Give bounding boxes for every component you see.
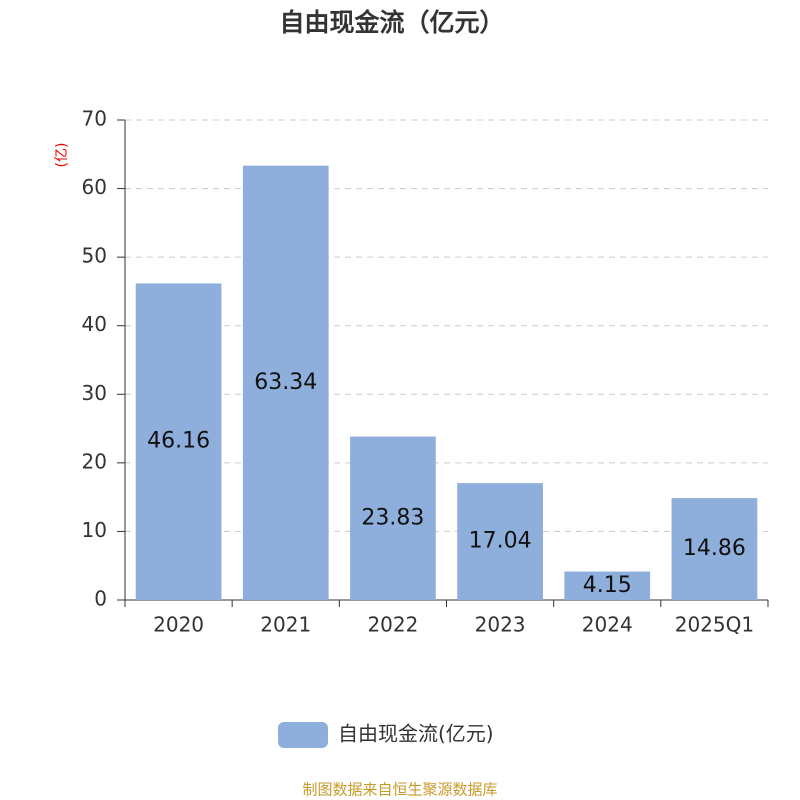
y-tick-label: 60 [82,175,107,199]
y-tick-label: 50 [82,244,107,268]
data-label: 46.16 [147,429,210,454]
y-axis-label: (亿) [54,143,70,168]
y-tick-label: 40 [82,312,107,336]
x-tick-label: 2022 [367,613,418,637]
chart-title: 自由现金流（亿元） [279,8,504,37]
bar [564,571,651,600]
data-label: 17.04 [469,529,532,554]
bar [242,165,329,600]
x-tick-label: 2021 [260,613,311,637]
x-tick-label: 2023 [475,613,526,637]
x-tick-label: 2024 [582,613,633,637]
data-label: 63.34 [254,370,317,395]
x-tick-label: 2025Q1 [675,613,754,637]
y-tick-label: 70 [82,107,107,131]
y-tick-label: 20 [82,449,107,473]
bar [671,498,758,600]
data-label: 4.15 [583,573,632,598]
source-note: 制图数据来自恒生聚源数据库 [302,781,497,799]
bar [135,283,222,600]
x-tick-label: 2020 [153,613,204,637]
y-tick-label: 0 [94,587,107,611]
data-label: 14.86 [683,536,746,561]
bar [457,483,543,600]
legend-label: 自由现金流(亿元) [338,722,494,746]
y-tick-label: 10 [82,518,107,542]
y-tick-label: 30 [82,381,107,405]
legend-swatch [278,722,328,748]
data-label: 23.83 [361,505,424,530]
bar [350,436,436,600]
